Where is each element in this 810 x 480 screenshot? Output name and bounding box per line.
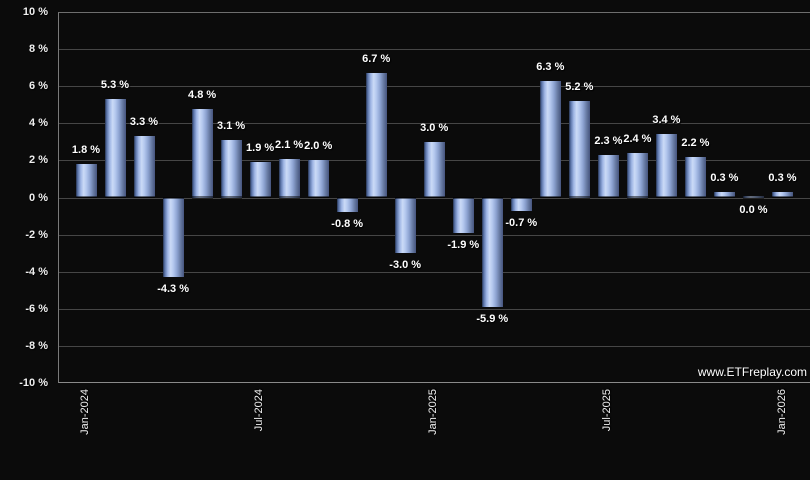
y-axis-tick-label: -4 % (25, 265, 48, 278)
bar-Jul-2025 (597, 154, 619, 199)
bar-value-label: 6.7 % (362, 53, 391, 66)
bar-value-label: 0.3 % (710, 171, 739, 184)
bar-value-label: -0.7 % (505, 216, 538, 229)
y-axis-tick-label: 2 % (29, 154, 48, 167)
bar-value-label: -3.0 % (389, 259, 422, 272)
gridline-4pct (59, 123, 810, 125)
bar-value-label: 5.2 % (565, 81, 594, 93)
y-axis-tick-label: 0 % (29, 191, 48, 204)
bar-value-label: 4.8 % (188, 88, 217, 101)
bar-May-2025 (539, 80, 561, 199)
x-axis-tick-label: Jan-2025 (427, 389, 440, 435)
x-axis-tick-label: Jan-2024 (79, 389, 91, 435)
bar-value-label: 3.0 % (420, 121, 449, 134)
bar-Mar-2024 (133, 136, 155, 199)
bar-Apr-2025 (510, 196, 532, 211)
bar-Feb-2025 (452, 196, 474, 233)
bar-value-label: 2.3 % (594, 134, 623, 147)
bar-value-label: 3.1 % (217, 120, 246, 132)
y-axis-tick-label: 10 % (22, 6, 48, 18)
y-axis-tick-label: 4 % (29, 117, 48, 130)
bar-Mar-2025 (481, 196, 503, 307)
gridline-8pct (59, 49, 810, 51)
bar-value-label: -5.9 % (476, 312, 509, 325)
bar-Jan-2024 (75, 164, 97, 199)
y-axis-tick-label: 6 % (29, 80, 48, 93)
bar-May-2024 (191, 108, 213, 199)
bar-Jul-2024 (249, 162, 271, 199)
bar-value-label: -4.3 % (157, 283, 189, 296)
bar-value-label: 0.3 % (768, 171, 797, 184)
bar-Jun-2025 (568, 101, 590, 198)
y-axis-tick-label: -6 % (25, 302, 48, 315)
bar-value-label: 1.8 % (71, 144, 101, 157)
x-axis-tick-label: Jul-2025 (601, 389, 614, 432)
x-axis-tick-label: Jul-2024 (253, 389, 266, 432)
gridline-6pct (59, 86, 810, 88)
bar-value-label: 5.3 % (100, 79, 130, 92)
plot-area (58, 12, 810, 383)
bar-Dec-2025 (743, 196, 764, 198)
x-axis-tick-label: Jan-2026 (775, 389, 788, 435)
bar-Sep-2025 (655, 134, 677, 199)
bar-Oct-2024 (336, 196, 358, 213)
bar-value-label: 6.3 % (536, 60, 565, 73)
bar-value-label: 2.0 % (304, 140, 333, 153)
y-axis-tick-label: 8 % (29, 43, 48, 56)
bar-value-label: 1.9 % (246, 142, 275, 155)
gridline--6pct (59, 308, 810, 310)
watermark: www.ETFreplay.com (697, 365, 807, 379)
bar-Nov-2024 (365, 73, 387, 199)
bar-Jan-2025 (423, 141, 445, 199)
bar-value-label: 0.0 % (739, 203, 768, 216)
bar-value-label: 2.4 % (623, 133, 652, 145)
bar-value-label: 2.1 % (275, 138, 304, 151)
y-axis-tick-label: -10 % (19, 377, 48, 389)
bar-Aug-2024 (278, 158, 300, 199)
bar-value-label: 3.4 % (652, 114, 681, 127)
gridline--2pct (59, 234, 810, 236)
y-axis-tick-label: -8 % (25, 339, 48, 352)
y-axis-tick-label: -2 % (25, 228, 48, 241)
gridline--4pct (59, 271, 810, 273)
bar-Jun-2024 (220, 140, 242, 198)
bar-Feb-2024 (104, 99, 126, 199)
bar-value-label: 3.3 % (129, 116, 159, 129)
bar-value-label: -1.9 % (447, 238, 480, 251)
bar-Nov-2025 (713, 191, 735, 199)
bar-Oct-2025 (684, 156, 706, 199)
bar-Dec-2024 (394, 196, 416, 254)
bar-Sep-2024 (307, 160, 329, 199)
bar-Apr-2024 (162, 196, 184, 278)
bar-Aug-2025 (626, 153, 648, 198)
bar-value-label: 2.2 % (681, 136, 710, 149)
gridline--8pct (59, 345, 810, 347)
bar-Jan-2026 (772, 191, 793, 199)
bar-value-label: -0.8 % (331, 218, 364, 231)
